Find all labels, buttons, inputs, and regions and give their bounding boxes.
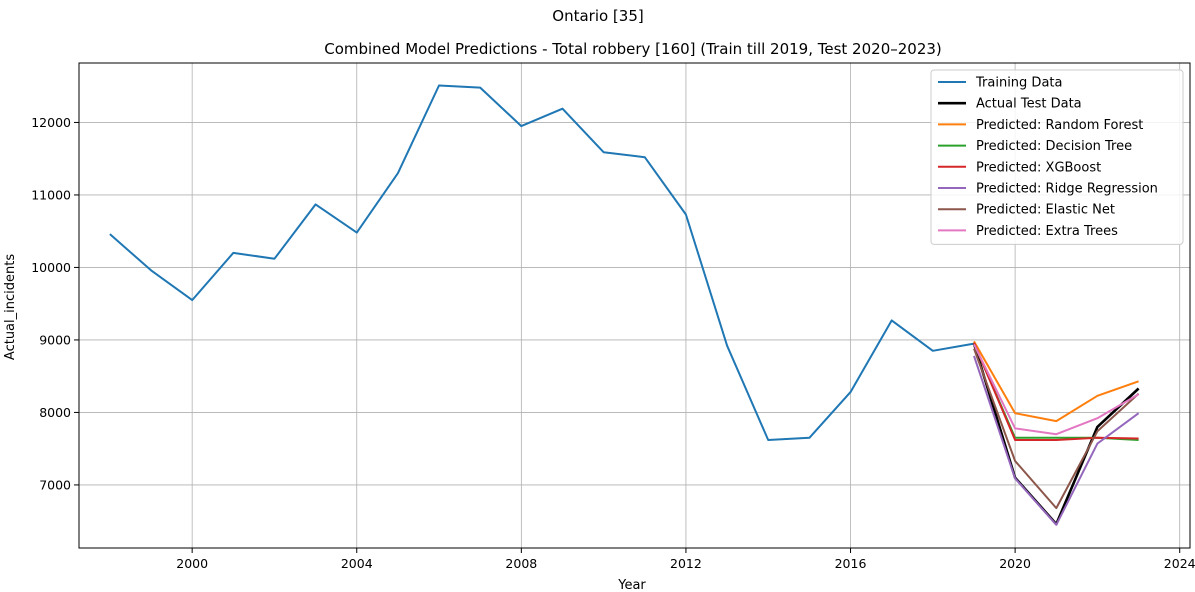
axis-ticks: 2000 2004 2008 2012 2016 2020 2024 7000 8000 9000… [31,115,1195,571]
y-tick-label: 12000 [31,115,71,130]
x-tick-label: 2012 [670,556,702,571]
legend-entry-predicted-ridge-regression: Predicted: Ridge Regression [976,182,1158,197]
x-tick-label: 2008 [505,556,537,571]
chart-suptitle: Ontario [35] [552,7,643,25]
y-tick-label: 10000 [31,260,71,275]
series-line-predicted-extra-trees [973,343,1140,436]
plot-frame [78,62,1191,549]
legend-entry-predicted-elastic-net: Predicted: Elastic Net [976,203,1115,218]
series-line-predicted-ridge-regression [973,355,1140,526]
series-line-predicted-elastic-net [973,348,1140,510]
x-tick-label: 2016 [835,556,867,571]
x-tick-label: 2020 [999,556,1031,571]
y-axis-label: Actual_incidents [3,254,18,360]
y-tick-label: 11000 [31,187,71,202]
legend-entry-predicted-decision-tree: Predicted: Decision Tree [976,139,1132,154]
legend-entry-predicted-random-forest: Predicted: Random Forest [976,118,1143,133]
legend-entry-predicted-xgboost: Predicted: XGBoost [976,160,1101,175]
x-axis-label: Year [617,578,646,592]
x-tick-label: 2004 [341,556,373,571]
series-line-predicted-random-forest [973,340,1139,423]
series-line-training-data [109,84,975,441]
x-tick-label: 2024 [1164,556,1195,571]
x-tick-label: 2000 [176,556,208,571]
y-tick-label: 8000 [39,405,71,420]
legend-entry-actual-test-data: Actual Test Data [976,97,1082,112]
series-lines [109,84,1140,526]
legend-box [930,69,1184,245]
legend: Training Data Actual Test Data Predicted: … [930,69,1184,245]
chart-title: Combined Model Predictions - Total robbe… [324,40,942,58]
series-line-predicted-xgboost [973,342,1139,441]
y-tick-label: 9000 [39,332,71,347]
legend-entry-training-data: Training Data [975,76,1062,91]
legend-entry-predicted-extra-trees: Predicted: Extra Trees [976,224,1118,239]
y-tick-label: 7000 [39,477,71,492]
